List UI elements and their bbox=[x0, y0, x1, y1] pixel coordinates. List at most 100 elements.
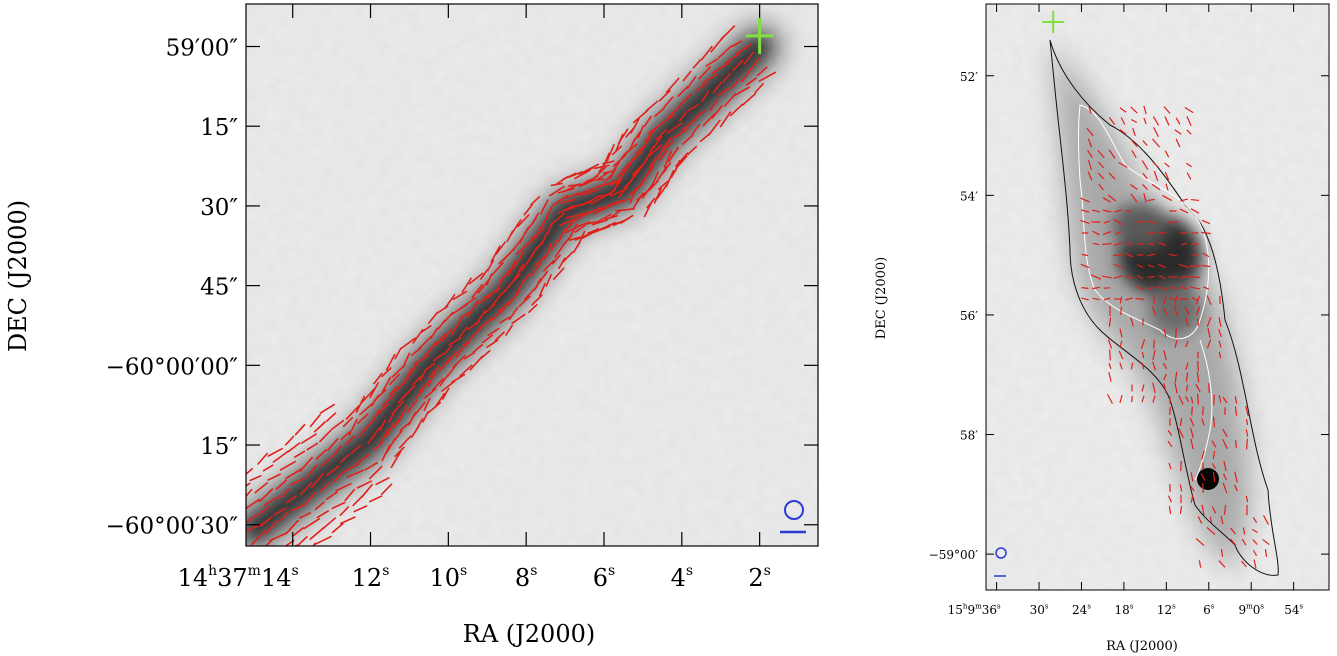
left-vector bbox=[439, 356, 454, 372]
left-vector bbox=[659, 149, 669, 162]
left-vector bbox=[371, 426, 381, 438]
left-vector bbox=[705, 57, 719, 67]
right-vector bbox=[1190, 495, 1194, 503]
right-x-axis-title: RA (J2000) bbox=[1106, 639, 1178, 654]
left-vector bbox=[299, 456, 314, 473]
left-vector bbox=[494, 331, 506, 342]
left-vector bbox=[290, 503, 307, 512]
left-vector bbox=[585, 206, 602, 215]
left-vector bbox=[496, 300, 511, 313]
right-vector bbox=[1175, 117, 1181, 125]
right-vector bbox=[1087, 138, 1093, 148]
left-vector bbox=[246, 467, 254, 476]
right-vector bbox=[1167, 495, 1173, 503]
left-vector bbox=[745, 77, 758, 86]
right-vector bbox=[1165, 183, 1169, 191]
right-vector bbox=[1262, 538, 1270, 546]
left-vector bbox=[707, 119, 721, 137]
left-vector bbox=[606, 143, 615, 162]
left-vector bbox=[758, 71, 777, 83]
right-plus-marker bbox=[1042, 10, 1065, 33]
left-vector bbox=[701, 73, 719, 85]
right-vector bbox=[1118, 162, 1128, 168]
left-vector bbox=[565, 214, 581, 219]
right-vector bbox=[1087, 159, 1093, 171]
right-vector bbox=[1168, 462, 1172, 470]
left-vector bbox=[381, 392, 396, 407]
right-vector bbox=[1185, 384, 1189, 392]
left-vector bbox=[611, 178, 623, 193]
right-x-tick-label: 24s bbox=[1072, 603, 1091, 617]
left-x-tick-label: 8s bbox=[515, 563, 537, 592]
left-y-tick-label: 15″ bbox=[200, 115, 238, 141]
left-y-tick-label: 45″ bbox=[200, 275, 238, 301]
right-vector bbox=[1190, 396, 1194, 404]
left-vector bbox=[670, 146, 680, 158]
left-vector bbox=[300, 433, 318, 445]
left-vector bbox=[352, 495, 364, 507]
left-vector bbox=[617, 128, 629, 144]
right-vector bbox=[1202, 252, 1210, 258]
left-vector bbox=[284, 539, 295, 546]
left-vector bbox=[516, 213, 530, 228]
right-vector bbox=[1167, 440, 1173, 448]
right-vector bbox=[1213, 394, 1215, 406]
left-vector bbox=[478, 316, 494, 330]
left-vector bbox=[549, 212, 566, 227]
right-vector bbox=[1241, 538, 1247, 546]
right-vector bbox=[1190, 472, 1194, 482]
right-vector bbox=[1152, 395, 1156, 403]
left-vector bbox=[596, 192, 613, 198]
left-vector bbox=[318, 429, 332, 443]
right-y-tick-label: 54′ bbox=[960, 189, 978, 203]
left-vector bbox=[403, 367, 413, 384]
left-vector bbox=[698, 65, 712, 80]
left-vector bbox=[375, 403, 389, 417]
left-vector bbox=[339, 453, 351, 464]
right-vector bbox=[1252, 517, 1258, 523]
left-vector bbox=[305, 491, 316, 505]
right-vector bbox=[1207, 328, 1211, 338]
right-y-axis-title: DEC (J2000) bbox=[874, 257, 889, 339]
right-vector bbox=[1113, 218, 1123, 226]
left-vector bbox=[544, 242, 553, 260]
left-vector bbox=[364, 461, 379, 471]
left-vector bbox=[653, 107, 665, 118]
left-vector bbox=[591, 219, 608, 226]
right-vector bbox=[1174, 371, 1178, 383]
left-vector bbox=[418, 335, 433, 350]
left-vector bbox=[660, 113, 675, 125]
left-vector bbox=[565, 225, 580, 234]
left-vector bbox=[585, 163, 600, 172]
left-vector bbox=[431, 377, 444, 392]
right-vector bbox=[1245, 495, 1249, 503]
right-vector bbox=[1174, 129, 1182, 135]
right-vector bbox=[1218, 317, 1222, 327]
left-vector bbox=[400, 337, 417, 350]
left-vector bbox=[246, 498, 261, 510]
right-vector bbox=[1245, 418, 1249, 426]
right-vector bbox=[1179, 208, 1189, 214]
right-vector bbox=[1130, 193, 1138, 203]
left-vector bbox=[254, 481, 269, 494]
right-vector bbox=[1169, 297, 1177, 301]
left-vector bbox=[674, 152, 689, 168]
left-vector bbox=[730, 78, 741, 90]
left-y-tick-label: 59′00″ bbox=[166, 36, 239, 62]
right-vector bbox=[1156, 285, 1168, 291]
left-vector bbox=[330, 419, 345, 431]
left-vector bbox=[445, 350, 459, 363]
left-vector bbox=[580, 187, 595, 194]
left-vector bbox=[373, 388, 387, 402]
left-vector bbox=[388, 385, 399, 397]
left-vector bbox=[537, 270, 549, 285]
left-vector bbox=[394, 446, 406, 458]
right-vector bbox=[1102, 197, 1112, 203]
left-vector bbox=[290, 477, 306, 486]
right-vector bbox=[1135, 297, 1145, 301]
left-vector bbox=[540, 231, 549, 246]
left-vector bbox=[285, 495, 297, 504]
left-vector bbox=[532, 241, 543, 255]
left-vector bbox=[463, 351, 476, 360]
